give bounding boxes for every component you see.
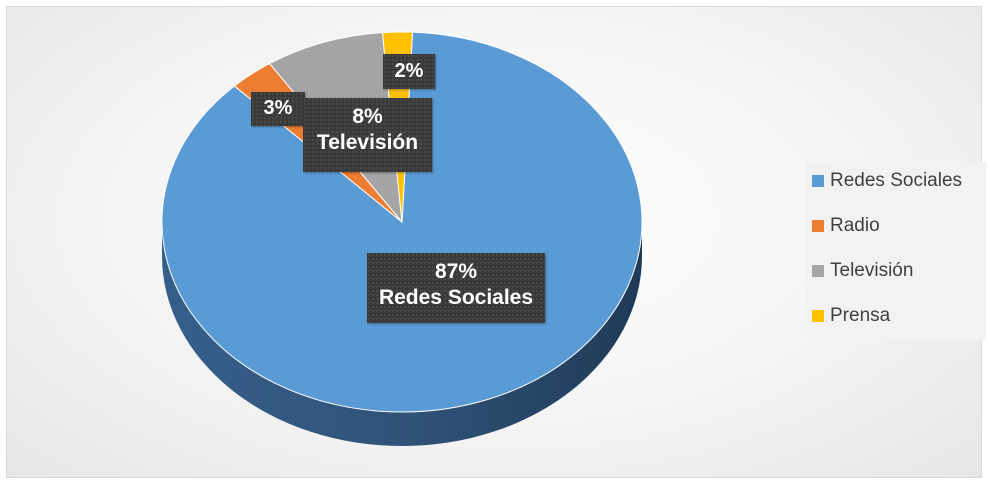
legend-label-radio: Radio [830, 215, 880, 236]
legend-label-television: Televisión [830, 260, 914, 281]
pie-top-face [161, 31, 643, 413]
legend-swatch-redes-sociales [812, 175, 824, 187]
legend-swatch-radio [812, 220, 824, 232]
category-label-redes-sociales: Redes Sociales [378, 285, 534, 309]
data-label-radio: 3% [251, 92, 305, 126]
pie-side-wall [162, 222, 642, 446]
legend-label-redes-sociales: Redes Sociales [830, 170, 963, 191]
data-label-redes-sociales: 87% Redes Sociales [367, 253, 545, 323]
legend-swatch-prensa [812, 310, 824, 322]
category-label-television: Televisión [316, 130, 419, 154]
legend-item-prensa: Prensa [812, 305, 890, 327]
legend-item-radio: Radio [812, 215, 880, 237]
pie-side-redes-sociales [162, 222, 642, 446]
value-label-television: 8% [352, 105, 383, 128]
value-label-prensa: 2% [394, 60, 424, 82]
legend-item-television: Televisión [812, 260, 913, 282]
legend: Redes Sociales Radio Televisión Prensa [806, 162, 986, 340]
data-label-prensa: 2% [383, 54, 435, 89]
value-label-radio: 3% [263, 97, 293, 119]
legend-label-prensa: Prensa [830, 305, 891, 326]
data-label-television: 8% Televisión [303, 98, 432, 172]
legend-swatch-television [812, 265, 824, 277]
legend-item-redes-sociales: Redes Sociales [812, 170, 962, 192]
value-label-redes-sociales: 87% [434, 260, 478, 283]
